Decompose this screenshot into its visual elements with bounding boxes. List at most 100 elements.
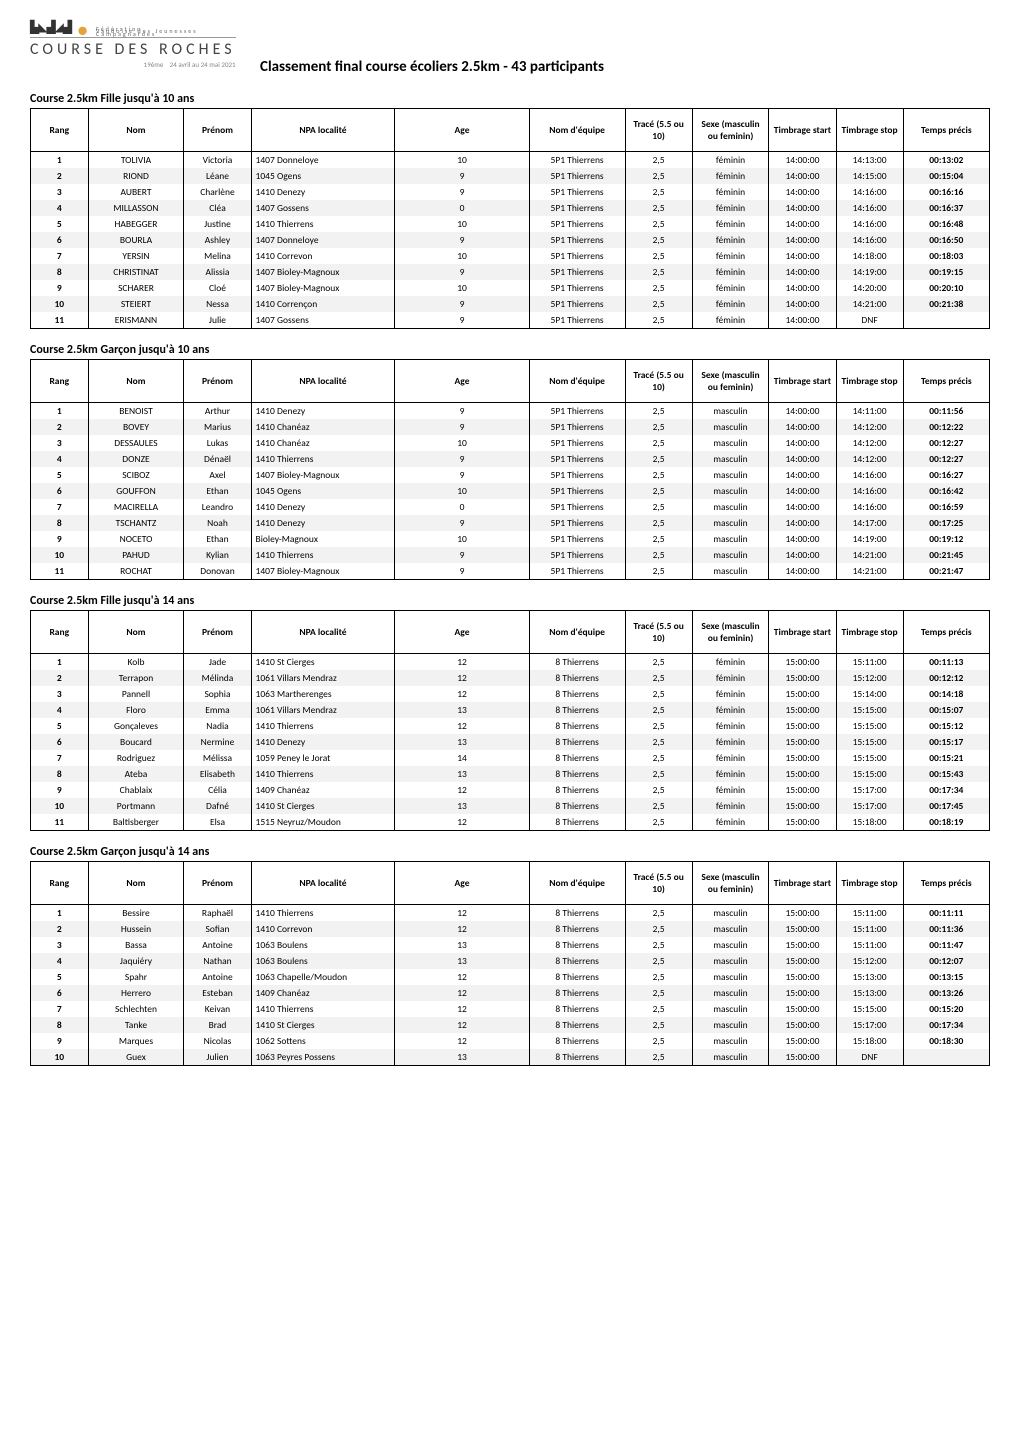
cell-npa: 1410 Thierrens <box>251 766 395 782</box>
table-row: 10GuexJulien1063 Peyres Possens138 Thier… <box>31 1049 990 1066</box>
cell-sexe: féminin <box>692 798 769 814</box>
cell-te: 14:16:00 <box>836 483 903 499</box>
cell-equipe: 8 Thierrens <box>529 985 625 1001</box>
logo-sun-icon: ● <box>77 26 90 35</box>
cell-trace: 2,5 <box>625 280 692 296</box>
cell-age: 12 <box>395 1033 529 1049</box>
cell-prenom: Ethan <box>184 531 251 547</box>
cell-equipe: 8 Thierrens <box>529 750 625 766</box>
table-row: 4DONZEDénaël1410 Thierrens95P1 Thierrens… <box>31 451 990 467</box>
cell-trace: 2,5 <box>625 419 692 435</box>
cell-ts: 14:00:00 <box>769 168 836 184</box>
table-row: 9SCHARERCloé1407 Bioley-Magnoux105P1 Thi… <box>31 280 990 296</box>
cell-rang: 7 <box>31 499 89 515</box>
cell-age: 12 <box>395 782 529 798</box>
cell-equipe: 5P1 Thierrens <box>529 216 625 232</box>
cell-equipe: 8 Thierrens <box>529 953 625 969</box>
cell-trace: 2,5 <box>625 403 692 420</box>
cell-sexe: masculin <box>692 499 769 515</box>
cell-prenom: Cloé <box>184 280 251 296</box>
cell-equipe: 8 Thierrens <box>529 686 625 702</box>
cell-tp: 00:11:36 <box>903 921 989 937</box>
col-header-rang: Rang <box>31 862 89 905</box>
cell-npa: 1410 Thierrens <box>251 1001 395 1017</box>
col-header-t_precis: Temps précis <box>903 360 989 403</box>
cell-prenom: Sophia <box>184 686 251 702</box>
cell-sexe: masculin <box>692 969 769 985</box>
cell-nom: Jaquiéry <box>88 953 184 969</box>
table-row: 6GOUFFONEthan1045 Ogens105P1 Thierrens2,… <box>31 483 990 499</box>
cell-trace: 2,5 <box>625 702 692 718</box>
results-table: RangNomPrénomNPA localitéAgeNom d'équipe… <box>30 108 990 329</box>
cell-ts: 14:00:00 <box>769 232 836 248</box>
cell-sexe: masculin <box>692 547 769 563</box>
cell-ts: 14:00:00 <box>769 547 836 563</box>
cell-ts: 14:00:00 <box>769 248 836 264</box>
cell-age: 12 <box>395 969 529 985</box>
col-header-t_start: Timbrage start <box>769 862 836 905</box>
cell-nom: Bassa <box>88 937 184 953</box>
cell-npa: 1045 Ogens <box>251 168 395 184</box>
cell-nom: Chablaix <box>88 782 184 798</box>
cell-equipe: 5P1 Thierrens <box>529 563 625 580</box>
cell-npa: 1410 Thierrens <box>251 905 395 922</box>
cell-sexe: masculin <box>692 419 769 435</box>
col-header-age: Age <box>395 109 529 152</box>
cell-equipe: 5P1 Thierrens <box>529 152 625 169</box>
cell-npa: 1407 Gossens <box>251 200 395 216</box>
cell-nom: HABEGGER <box>88 216 184 232</box>
cell-npa: 1063 Chapelle/Moudon <box>251 969 395 985</box>
cell-te: 15:15:00 <box>836 750 903 766</box>
cell-equipe: 5P1 Thierrens <box>529 451 625 467</box>
cell-prenom: Léane <box>184 168 251 184</box>
table-row: 8TankeBrad1410 St Cierges128 Thierrens2,… <box>31 1017 990 1033</box>
cell-nom: Schlechten <box>88 1001 184 1017</box>
cell-trace: 2,5 <box>625 1001 692 1017</box>
cell-ts: 15:00:00 <box>769 953 836 969</box>
cell-npa: 1410 St Cierges <box>251 654 395 671</box>
cell-npa: 1062 Sottens <box>251 1033 395 1049</box>
cell-equipe: 5P1 Thierrens <box>529 312 625 329</box>
cell-ts: 15:00:00 <box>769 782 836 798</box>
cell-sexe: féminin <box>692 686 769 702</box>
cell-te: 14:12:00 <box>836 451 903 467</box>
cell-te: 14:21:00 <box>836 563 903 580</box>
cell-tp: 00:13:02 <box>903 152 989 169</box>
cell-equipe: 8 Thierrens <box>529 718 625 734</box>
cell-prenom: Dénaël <box>184 451 251 467</box>
cell-sexe: masculin <box>692 1033 769 1049</box>
logo-silhouette-icon: ▙◣▟◢▟ <box>30 20 71 35</box>
cell-npa: 1410 St Cierges <box>251 798 395 814</box>
cell-prenom: Esteban <box>184 985 251 1001</box>
page-title: Classement final course écoliers 2.5km -… <box>260 58 990 76</box>
cell-npa: 1410 Thierrens <box>251 547 395 563</box>
cell-te: 14:19:00 <box>836 264 903 280</box>
cell-ts: 15:00:00 <box>769 969 836 985</box>
cell-trace: 2,5 <box>625 296 692 312</box>
table-row: 3BassaAntoine1063 Boulens138 Thierrens2,… <box>31 937 990 953</box>
logo-event-name: COURSE DES ROCHES <box>30 37 236 59</box>
cell-sexe: féminin <box>692 782 769 798</box>
col-header-sexe: Sexe (masculin ou feminin) <box>692 611 769 654</box>
cell-ts: 15:00:00 <box>769 670 836 686</box>
cell-trace: 2,5 <box>625 686 692 702</box>
cell-equipe: 5P1 Thierrens <box>529 403 625 420</box>
col-header-equipe: Nom d'équipe <box>529 360 625 403</box>
cell-te: 15:18:00 <box>836 814 903 831</box>
cell-nom: Kolb <box>88 654 184 671</box>
cell-trace: 2,5 <box>625 547 692 563</box>
cell-ts: 14:00:00 <box>769 312 836 329</box>
cell-tp: 00:19:12 <box>903 531 989 547</box>
table-row: 11ERISMANNJulie1407 Gossens95P1 Thierren… <box>31 312 990 329</box>
cell-age: 9 <box>395 168 529 184</box>
cell-sexe: masculin <box>692 985 769 1001</box>
cell-age: 9 <box>395 547 529 563</box>
cell-rang: 7 <box>31 750 89 766</box>
col-header-equipe: Nom d'équipe <box>529 611 625 654</box>
cell-age: 13 <box>395 766 529 782</box>
cell-age: 9 <box>395 467 529 483</box>
cell-prenom: Antoine <box>184 969 251 985</box>
cell-nom: RIOND <box>88 168 184 184</box>
cell-tp: 00:16:27 <box>903 467 989 483</box>
cell-prenom: Nermine <box>184 734 251 750</box>
